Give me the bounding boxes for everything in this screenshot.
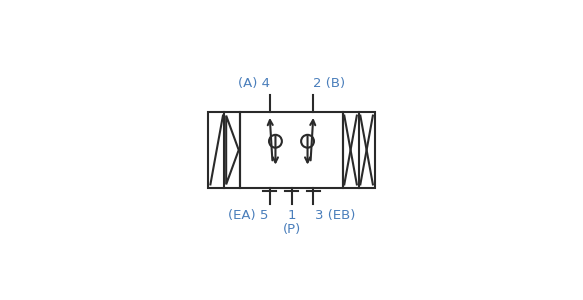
Text: 1: 1 (287, 209, 296, 222)
Bar (240, 112, 343, 188)
Text: (A) 4: (A) 4 (238, 77, 269, 90)
Text: (EA) 5: (EA) 5 (228, 209, 268, 222)
Text: 2 (B): 2 (B) (314, 77, 346, 90)
Bar (208, 112, 240, 188)
Text: (P): (P) (282, 223, 301, 236)
Text: 3 (EB): 3 (EB) (315, 209, 355, 222)
Bar (343, 112, 375, 188)
